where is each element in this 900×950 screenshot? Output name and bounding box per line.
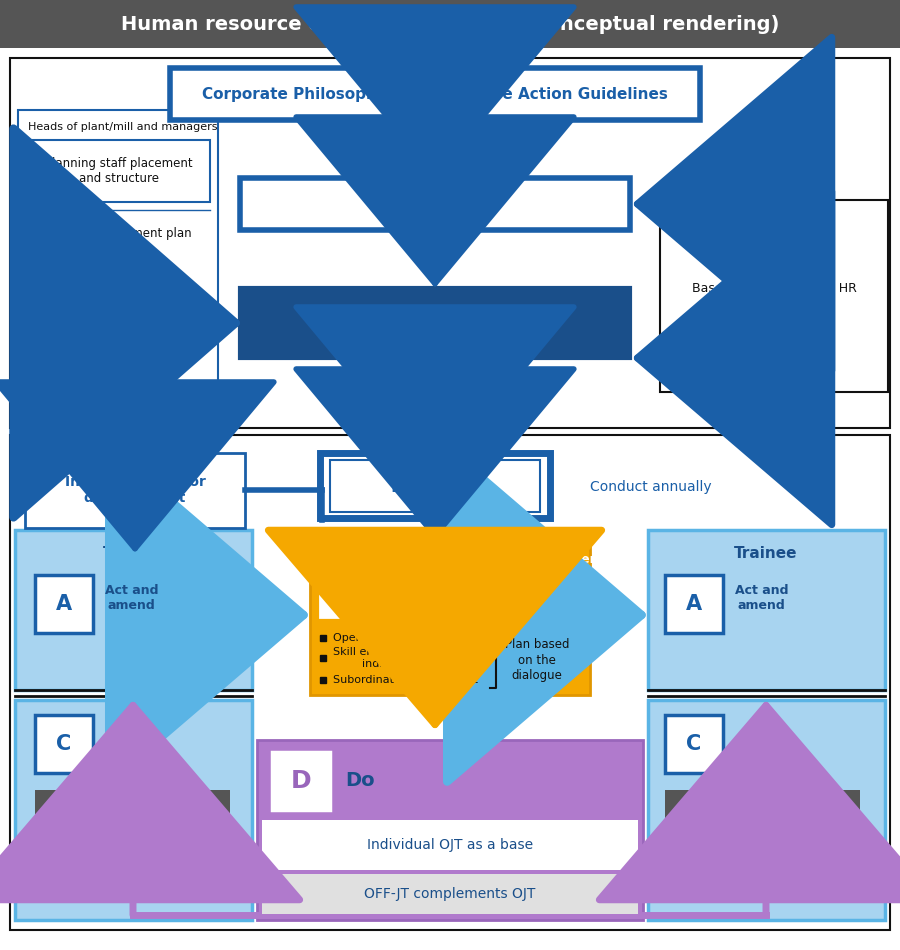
Bar [262,874,638,914]
Text: C: C [687,734,702,754]
Text: Dialogue: Dialogue [391,478,480,496]
Text: Planning staff placement
and structure: Planning staff placement and structure [45,157,193,185]
Text: C: C [57,734,72,754]
Bar [665,790,860,828]
Text: HR development plan: HR development plan [317,314,554,332]
Text: A: A [56,594,72,614]
Bar [240,288,630,358]
Bar [272,752,330,810]
Text: Check: Check [105,737,152,751]
Text: Development
process: Development process [55,834,135,862]
Text: D: D [291,769,311,793]
Bar [648,530,885,690]
Text: Base: Base [745,803,778,815]
Text: Act and
amend: Act and amend [735,584,788,612]
Bar [310,540,590,695]
Bar [330,460,540,512]
Text: Skill enhancement of
individuals: Skill enhancement of individuals [333,647,451,669]
Bar [35,715,93,773]
Text: Trainer: Trainer [103,545,163,560]
Text: Check: Check [735,737,782,751]
Bar [35,575,93,633]
Text: OFF-JT complements OJT: OFF-JT complements OJT [364,887,536,901]
Bar [660,200,888,392]
Bar [648,700,885,920]
Text: Operational theme: Operational theme [333,633,438,643]
Bar [262,820,638,870]
Bar [0,0,900,48]
Text: Conduct annually: Conduct annually [590,480,712,494]
Text: Indicate a pair for
development: Indicate a pair for development [65,475,205,505]
Text: Operation management
based on the supervisor-
subordinate dialogue: Operation management based on the superv… [455,554,630,597]
Text: Plan based
on the
dialogue: Plan based on the dialogue [505,638,570,681]
Bar [15,530,252,690]
Bar [320,552,382,617]
Bar [257,740,643,920]
Bar [170,68,700,120]
Bar [25,453,245,528]
Text: Skill growth: Skill growth [685,837,754,849]
Bar [18,110,218,405]
Bar [10,58,890,428]
Text: Act and
amend: Act and amend [105,584,158,612]
Bar [320,453,550,518]
Text: Trainee: Trainee [734,545,797,560]
Bar [28,140,210,202]
Text: Corporate Philosophy and Employee Action Guidelines: Corporate Philosophy and Employee Action… [202,86,668,102]
Text: Base: Base [115,803,148,815]
Text: P: P [341,571,361,599]
Text: Individual placement plan: Individual placement plan [38,226,192,239]
Bar [35,790,230,828]
Text: Skill map: Skill map [392,195,478,213]
Text: Do: Do [345,771,374,790]
Text: Human resource development PDCA (conceptual rendering): Human resource development PDCA (concept… [121,14,779,33]
Text: Subordinate development: Subordinate development [333,675,478,685]
Text: Base that supports the HR
development PDCA: Base that supports the HR development PD… [691,282,857,310]
Bar [15,700,252,920]
Bar [240,178,630,230]
Text: A: A [686,594,702,614]
Text: Heads of plant/mill and managers: Heads of plant/mill and managers [28,122,218,132]
Text: Training: Training [685,862,732,875]
Bar [10,435,890,930]
Bar [665,575,723,633]
Bar [665,715,723,773]
Text: Individual OJT as a base: Individual OJT as a base [367,838,533,852]
